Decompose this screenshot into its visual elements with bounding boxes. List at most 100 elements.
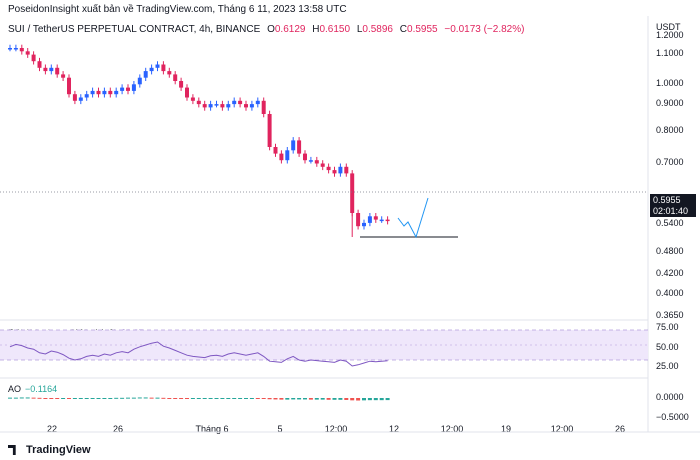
ao-bar	[8, 397, 12, 399]
candle	[279, 153, 284, 161]
ao-bar	[43, 398, 48, 399]
candle	[220, 104, 225, 108]
ao-bar	[31, 397, 36, 399]
candle	[291, 140, 296, 151]
ao-bar	[303, 398, 307, 400]
candle	[13, 48, 18, 50]
ao-bar	[226, 398, 231, 399]
high-value: 0.6150	[319, 24, 351, 35]
candle	[326, 166, 331, 171]
candle	[267, 114, 272, 147]
candle	[379, 219, 384, 222]
ao-bar	[238, 398, 243, 399]
ao-tick: 0.0000	[656, 392, 684, 402]
ao-bar	[373, 398, 378, 401]
ao-bar	[114, 397, 119, 399]
ao-bar	[232, 398, 237, 399]
ao-bar	[19, 397, 24, 399]
ao-bar	[379, 398, 384, 401]
candle	[362, 222, 366, 227]
ao-bar	[72, 398, 77, 399]
time-tick: 12:00	[440, 424, 464, 434]
ao-bar	[297, 398, 302, 400]
time-tick: 5	[277, 424, 283, 434]
ao-bar	[167, 398, 172, 399]
candle	[143, 71, 148, 78]
ao-bar	[96, 398, 101, 399]
time-tick: 19	[500, 424, 512, 434]
price-tick: 0.4200	[656, 268, 684, 278]
candle	[179, 81, 184, 88]
ao-bar	[356, 398, 361, 401]
candle	[238, 100, 243, 105]
candle	[344, 166, 349, 174]
rsi-tick: 75.00	[656, 322, 679, 332]
ao-bar	[344, 398, 349, 400]
ao-bar	[273, 398, 278, 400]
ao-bar	[173, 398, 178, 399]
ao-bar	[279, 398, 284, 400]
tradingview-logo-icon	[8, 445, 16, 455]
ao-bar	[326, 398, 331, 400]
candle	[120, 87, 125, 91]
time-tick: 12	[388, 424, 400, 434]
tradingview-logo[interactable]: TradingView	[8, 444, 91, 456]
candle	[314, 160, 319, 164]
candle	[149, 67, 154, 72]
candle	[161, 64, 166, 72]
candle	[137, 77, 142, 85]
candle	[356, 213, 361, 227]
ao-bar	[49, 398, 54, 399]
candle	[332, 170, 337, 174]
ao-bar	[350, 398, 355, 401]
time-tick: 22	[46, 424, 58, 434]
candle	[232, 100, 237, 105]
ao-bar	[208, 398, 213, 399]
price-tick: 1.0000	[656, 78, 684, 88]
ao-legend[interactable]: AO −0.1164	[8, 384, 57, 394]
ao-bar	[108, 398, 113, 399]
candle	[126, 87, 130, 91]
ao-bar	[131, 397, 136, 399]
time-tick: 26	[112, 424, 124, 434]
change-value: −0.0173 (−2.82%)	[444, 24, 525, 35]
time-tick: Tháng 6	[195, 424, 229, 434]
candle	[173, 74, 178, 81]
ao-bar	[244, 398, 248, 399]
ao-label: AO	[8, 384, 22, 394]
ao-bar	[179, 398, 184, 399]
candle	[367, 216, 372, 223]
rsi-line	[9, 341, 388, 367]
price-tick: 0.4000	[656, 288, 684, 298]
candle	[114, 90, 119, 95]
ao-bar	[90, 398, 95, 399]
ao-bar	[308, 398, 313, 400]
ao-bar	[202, 398, 207, 399]
price-tick: 1.2000	[656, 30, 684, 40]
low-value: 0.5896	[362, 24, 393, 35]
ao-bar	[102, 398, 107, 399]
time-tick: 12:00	[324, 424, 348, 434]
ao-bar	[37, 397, 42, 399]
candle	[226, 104, 231, 108]
candle	[249, 104, 254, 108]
symbol-name[interactable]: SUI / TetherUS PERPETUAL CONTRACT, 4h, B…	[8, 24, 261, 35]
projection-path	[397, 197, 429, 239]
candle	[196, 100, 201, 105]
candle	[96, 90, 101, 95]
ao-bar	[13, 397, 18, 399]
candle	[373, 216, 378, 220]
ao-bar	[185, 398, 189, 399]
ao-bar	[362, 398, 366, 401]
candle	[43, 67, 48, 72]
ao-bar	[61, 398, 66, 399]
candle	[78, 97, 83, 101]
candle	[61, 74, 66, 78]
candle	[255, 100, 260, 105]
ao-bar	[220, 398, 225, 399]
ao-bar	[214, 398, 219, 399]
price-tick: 1.1000	[656, 48, 684, 58]
candle	[108, 90, 113, 95]
ao-bar	[291, 398, 296, 400]
